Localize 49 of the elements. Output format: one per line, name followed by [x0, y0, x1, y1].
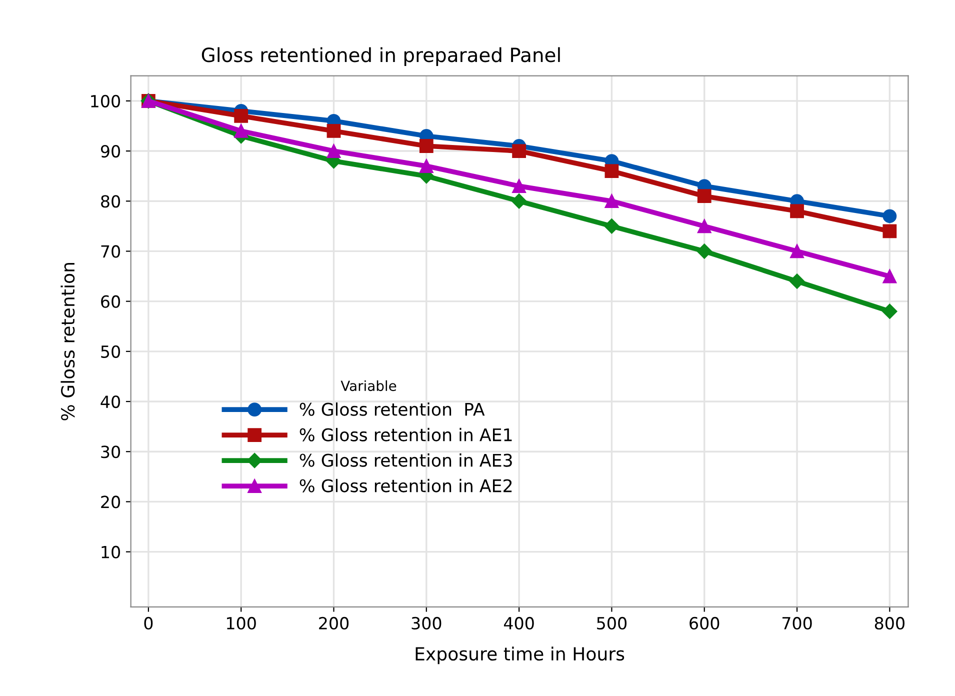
x-tick-label: 100 [227, 616, 256, 630]
x-tick-label: 600 [690, 616, 720, 630]
point [326, 124, 341, 138]
point [604, 164, 619, 178]
legend-label: % Gloss retention in AE3 [300, 453, 512, 467]
point [604, 218, 620, 234]
x-axis-title: Exposure time in Hours [416, 646, 624, 664]
point [882, 269, 897, 284]
chart-title: Gloss retentioned in preparaed Panel [202, 47, 560, 66]
point [512, 179, 526, 194]
legend-label: % Gloss retention PA [300, 402, 485, 416]
y-tick-label: 90 [100, 144, 120, 158]
y-axis-title: % Gloss retention [60, 262, 75, 420]
point [790, 204, 804, 218]
y-tick-label: 40 [100, 395, 120, 408]
point [419, 139, 434, 153]
legend-title: Variable [340, 380, 396, 392]
point [326, 144, 341, 158]
x-tick-label: 400 [504, 616, 534, 630]
y-tick-label: 80 [101, 195, 120, 208]
x-tick-label: 700 [782, 616, 812, 630]
point [882, 304, 898, 319]
x-tick-label: 500 [597, 616, 627, 630]
point [512, 144, 526, 158]
y-tick-label: 20 [101, 496, 120, 508]
y-tick-label: 10 [102, 546, 120, 558]
point [789, 274, 805, 289]
point [882, 209, 897, 224]
point [696, 244, 712, 259]
legend-label: % Gloss retention in AE1 [300, 428, 512, 442]
point [234, 109, 248, 123]
point [697, 219, 712, 234]
x-tick-label: 200 [319, 616, 349, 630]
y-tick-label: 70 [101, 245, 120, 258]
y-tick-label: 30 [101, 446, 120, 458]
point [604, 194, 619, 208]
point [511, 194, 527, 209]
point [790, 244, 804, 258]
y-tick-label: 100 [91, 94, 120, 108]
x-tick-label: 300 [412, 616, 442, 630]
x-tick-label: 0 [144, 616, 153, 630]
point [234, 124, 248, 138]
point [697, 189, 712, 204]
legend-label: % Gloss retention in AE2 [300, 478, 512, 492]
y-tick-label: 50 [101, 345, 120, 358]
y-tick-label: 60 [101, 295, 120, 308]
point [882, 224, 897, 238]
point [419, 159, 434, 173]
x-tick-label: 800 [874, 616, 904, 630]
